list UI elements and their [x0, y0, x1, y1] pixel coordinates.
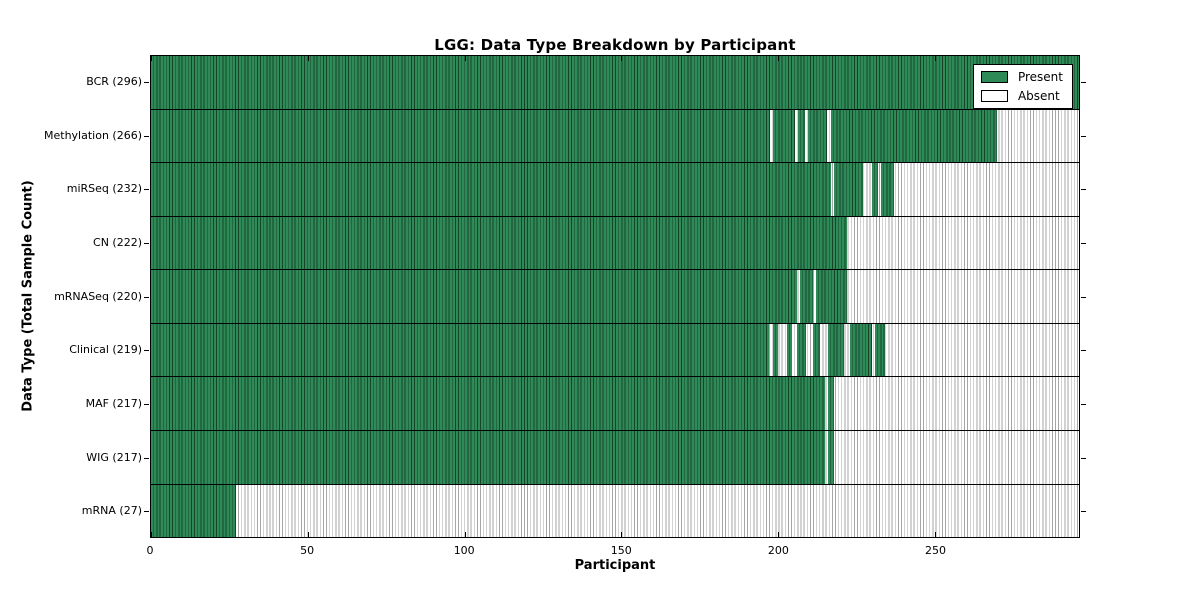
present-segment: [828, 430, 835, 484]
y-tick-label: mRNA (27): [81, 504, 142, 518]
chart-title: LGG: Data Type Breakdown by Participant: [434, 36, 796, 54]
y-tick-mark: [144, 135, 149, 137]
x-tick-label: 50: [300, 544, 315, 557]
y-tick-label: CN (222): [93, 235, 142, 249]
present-segment: [151, 109, 771, 163]
y-tick-mark: [144, 189, 149, 191]
x-tick-mark: [464, 532, 466, 537]
y-tick-label: WIG (217): [86, 450, 142, 464]
x-tick-mark: [778, 532, 780, 537]
x-tick-mark: [934, 532, 936, 537]
legend-swatch-present: [980, 71, 1008, 83]
legend-label-absent: Absent: [1017, 89, 1060, 103]
present-segment: [798, 109, 805, 163]
x-tick-label: 250: [924, 544, 946, 557]
present-segment: [151, 216, 847, 270]
present-segment: [773, 323, 778, 377]
present-segment: [831, 109, 998, 163]
y-tick-label: miRSeq (232): [66, 182, 142, 196]
y-tick-mark: [144, 403, 149, 405]
x-tick-mark: [307, 56, 309, 61]
y-tick-label: BCR (296): [86, 74, 142, 88]
data-type-row-cn: [151, 215, 1079, 270]
y-tick-mark: [1081, 350, 1086, 352]
present-segment: [151, 56, 1079, 109]
data-type-row-maf: [151, 376, 1079, 430]
data-type-row-mrnaseq: [151, 269, 1079, 323]
y-tick-mark: [144, 81, 149, 83]
legend-item-present: Present: [980, 70, 1063, 84]
data-type-row-clinical: [151, 322, 1079, 377]
y-tick-mark: [1081, 81, 1086, 83]
y-tick-label: Methylation (266): [44, 128, 142, 142]
present-segment: [807, 109, 827, 163]
y-tick-mark: [144, 350, 149, 352]
x-tick-mark: [151, 56, 152, 61]
present-segment: [815, 270, 847, 323]
x-tick-label: 200: [767, 544, 789, 557]
present-segment: [881, 163, 895, 216]
y-tick-label: mRNASeq (220): [54, 289, 142, 303]
present-segment: [812, 323, 821, 377]
y-tick-mark: [1081, 296, 1086, 298]
x-tick-mark: [934, 56, 936, 61]
x-tick-mark: [464, 56, 466, 61]
data-type-row-mrna: [151, 483, 1079, 538]
present-segment: [799, 270, 813, 323]
present-segment: [151, 323, 769, 377]
y-tick-label: MAF (217): [85, 396, 142, 410]
y-tick-mark: [144, 511, 149, 513]
present-segment: [872, 163, 879, 216]
plot-area: Present Absent: [150, 55, 1080, 538]
x-tick-label: 100: [453, 544, 475, 557]
present-segment: [151, 270, 797, 323]
data-type-row-mirseq: [151, 162, 1079, 216]
x-tick-mark: [621, 532, 623, 537]
present-segment: [834, 163, 863, 216]
present-segment: [828, 323, 844, 377]
present-segment: [151, 484, 236, 538]
legend-label-present: Present: [1017, 70, 1063, 84]
y-tick-mark: [1081, 403, 1086, 405]
present-segment: [850, 323, 873, 377]
y-tick-label: Clinical (219): [69, 343, 142, 357]
x-tick-label: 150: [610, 544, 632, 557]
data-type-row-methylation: [151, 108, 1079, 163]
present-segment: [787, 323, 793, 377]
present-segment: [151, 163, 832, 216]
x-tick-mark: [307, 532, 309, 537]
y-tick-mark: [1081, 242, 1086, 244]
x-tick-mark: [621, 56, 623, 61]
x-tick-mark: [151, 532, 152, 537]
y-tick-mark: [1081, 189, 1086, 191]
x-axis-label: Participant: [574, 558, 656, 573]
legend-item-absent: Absent: [980, 89, 1063, 103]
present-segment: [151, 377, 826, 430]
present-segment: [151, 430, 826, 484]
data-type-row-wig: [151, 429, 1079, 484]
y-tick-mark: [144, 457, 149, 459]
legend-swatch-absent: [980, 90, 1008, 102]
y-tick-mark: [1081, 135, 1086, 137]
present-segment: [828, 377, 835, 430]
present-segment: [875, 323, 885, 377]
y-tick-mark: [144, 242, 149, 244]
legend: Present Absent: [972, 64, 1073, 109]
data-type-row-bcr: [151, 56, 1079, 109]
present-segment: [796, 323, 807, 377]
y-tick-mark: [1081, 457, 1086, 459]
y-tick-mark: [1081, 511, 1086, 513]
y-tick-mark: [144, 296, 149, 298]
x-tick-mark: [778, 56, 780, 61]
present-segment: [773, 109, 796, 163]
x-tick-label: 0: [146, 544, 154, 557]
